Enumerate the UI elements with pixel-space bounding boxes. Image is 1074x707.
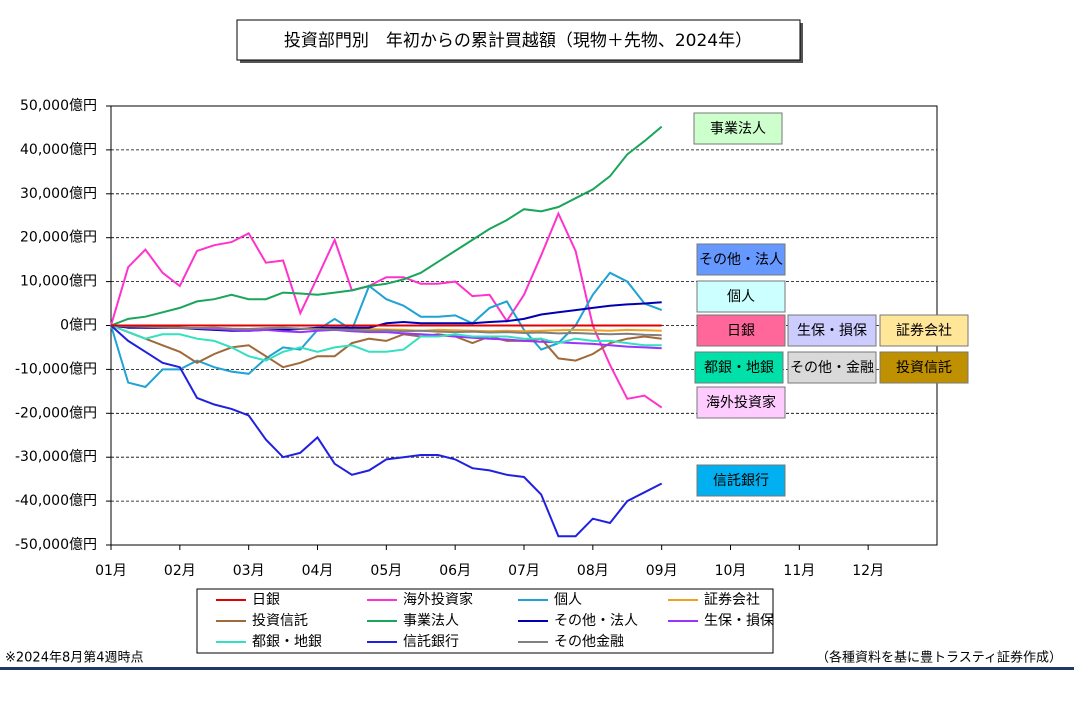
series-line — [110, 271, 663, 389]
series-line — [110, 324, 662, 337]
series-line — [110, 301, 662, 332]
legend-label: その他・法人 — [554, 613, 638, 629]
x-tick-label: 04月 — [302, 563, 334, 579]
legend-label: 都銀・地銀 — [252, 634, 322, 650]
x-tick-label: 05月 — [370, 563, 402, 579]
source-note: （各種資料を基に豊トラスティ証券作成） — [816, 650, 1062, 666]
annotation-box — [696, 386, 786, 419]
annotation-label: その他・金融 — [790, 360, 874, 376]
legend-label: 日銀 — [252, 592, 280, 608]
bottom-rule — [0, 667, 1074, 670]
legend-label: 生保・損保 — [704, 613, 774, 629]
legend-label: 信託銀行 — [403, 634, 459, 650]
y-tick-label: 40,000億円 — [20, 142, 97, 158]
annotation-label: 事業法人 — [710, 121, 766, 137]
y-tick-label: 0億円 — [60, 318, 97, 334]
y-tick-label: 10,000億円 — [20, 274, 97, 290]
series-line — [110, 211, 663, 409]
x-tick-label: 02月 — [164, 563, 196, 579]
legend-label: 事業法人 — [403, 613, 459, 629]
x-tick-label: 11月 — [783, 563, 815, 579]
annotation-box — [696, 464, 786, 497]
annotation-box — [787, 351, 877, 384]
y-tick-label: -10,000億円 — [15, 361, 97, 377]
y-tick-label: 20,000億円 — [20, 230, 97, 246]
legend-label: 個人 — [554, 592, 582, 608]
x-tick-label: 12月 — [852, 563, 884, 579]
y-tick-label: 30,000億円 — [20, 186, 97, 202]
annotation-label: 海外投資家 — [706, 394, 776, 411]
series-line — [110, 324, 663, 538]
annotation-box — [696, 314, 786, 347]
annotation-label: 生保・損保 — [797, 323, 867, 339]
x-tick-label: 10月 — [715, 563, 747, 579]
series-line — [110, 125, 663, 327]
annotation-label: 証券会社 — [896, 323, 952, 339]
legend-label: 投資信託 — [252, 613, 308, 629]
x-tick-label: 03月 — [233, 563, 265, 579]
annotation-box — [879, 314, 969, 347]
x-tick-label: 07月 — [508, 563, 540, 579]
series-line — [110, 324, 662, 369]
annotation-label: その他・法人 — [699, 252, 783, 268]
annotation-box — [787, 314, 877, 347]
y-tick-label: 50,000億円 — [20, 98, 97, 114]
annotation-label: 日銀 — [727, 323, 755, 339]
y-tick-label: -30,000億円 — [15, 449, 97, 465]
annotation-label: 個人 — [727, 289, 755, 305]
x-tick-label: 08月 — [577, 563, 609, 579]
legend-label: 証券会社 — [704, 592, 760, 608]
title-box — [236, 19, 801, 61]
annotation-box — [879, 351, 969, 384]
annotation-label: 信託銀行 — [713, 473, 769, 489]
x-tick-label: 06月 — [439, 563, 471, 579]
legend-label: 海外投資家 — [403, 591, 473, 608]
footnote: ※2024年8月第4週時点 — [5, 651, 144, 666]
y-tick-label: -40,000億円 — [15, 493, 97, 509]
x-tick-label: 09月 — [646, 563, 678, 579]
x-tick-label: 01月 — [95, 563, 127, 579]
annotation-box — [693, 112, 783, 145]
annotation-box — [696, 243, 786, 276]
y-tick-label: -50,000億円 — [15, 537, 97, 553]
legend-label: その他金融 — [554, 634, 624, 650]
annotation-box — [696, 280, 786, 313]
annotation-label: 投資信託 — [896, 360, 952, 376]
chart-title: 投資部門別 年初からの累計買越額（現物＋先物、2024年） — [284, 31, 752, 51]
y-tick-label: -20,000億円 — [15, 405, 97, 421]
series-line — [110, 324, 662, 362]
annotation-box — [694, 351, 784, 384]
annotation-label: 都銀・地銀 — [704, 360, 774, 376]
